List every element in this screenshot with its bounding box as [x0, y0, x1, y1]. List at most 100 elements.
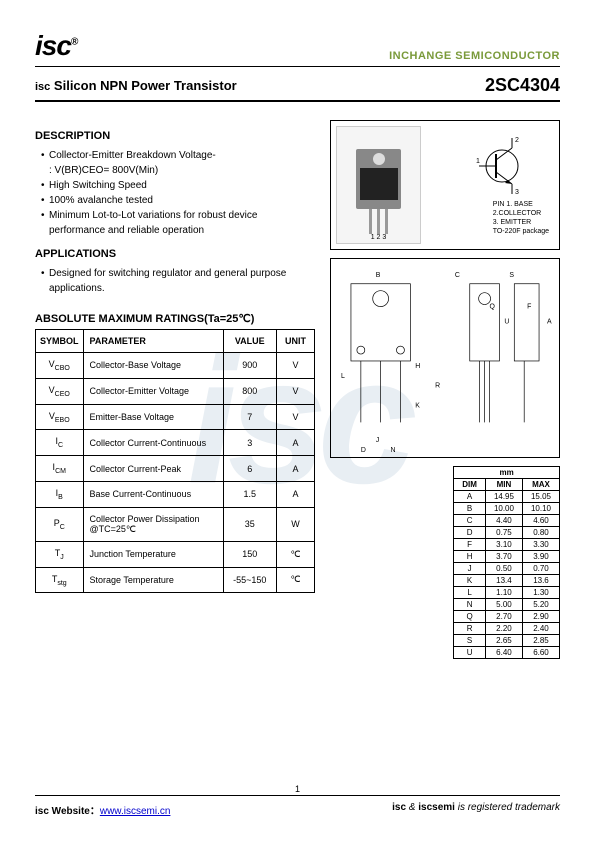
title-product: Silicon NPN Power Transistor: [54, 78, 237, 93]
cell-min: 1.10: [485, 587, 522, 599]
cell-symbol: TJ: [36, 541, 84, 567]
cell-unit: A: [277, 430, 315, 456]
cell-min: 2.65: [485, 635, 522, 647]
table-row: U6.406.60: [454, 647, 560, 659]
pin1: 1. BASE: [506, 201, 532, 208]
package-type: TO-220F package: [493, 227, 549, 236]
cell-value: 6: [223, 456, 277, 482]
ratings-table: SYMBOL PARAMETER VALUE UNIT VCBOCollecto…: [35, 329, 315, 593]
cell-unit: ℃: [277, 541, 315, 567]
description-list: Collector-Emitter Breakdown Voltage-: [35, 148, 315, 163]
cell-value: 1.5: [223, 481, 277, 507]
cell-max: 4.60: [522, 515, 559, 527]
svg-text:C: C: [455, 272, 460, 279]
svg-text:U: U: [504, 318, 509, 325]
table-row: J0.500.70: [454, 563, 560, 575]
table-row: VCBOCollector-Base Voltage900V: [36, 353, 315, 379]
svg-text:A: A: [547, 318, 552, 325]
svg-text:B: B: [376, 272, 381, 279]
table-row: TJJunction Temperature150℃: [36, 541, 315, 567]
table-row: N5.005.20: [454, 599, 560, 611]
col-symbol: SYMBOL: [36, 330, 84, 353]
svg-text:Q: Q: [490, 304, 496, 311]
cell-parameter: Collector Power Dissipation @TC=25℃: [83, 507, 223, 541]
svg-text:R: R: [435, 383, 440, 390]
npn-symbol-icon: 1 2 3: [474, 136, 534, 196]
cell-dim: J: [454, 563, 486, 575]
pin3: 3. EMITTER: [493, 218, 549, 227]
cell-value: 150: [223, 541, 277, 567]
cell-symbol: VCEO: [36, 378, 84, 404]
part-number: 2SC4304: [485, 75, 560, 96]
cell-value: 7: [223, 404, 277, 430]
outline-svg: B C S L U A H R K Q F J N D: [331, 259, 559, 457]
table-row: VEBOEmitter-Base Voltage7V: [36, 404, 315, 430]
svg-text:1: 1: [476, 158, 480, 165]
schematic-area: 1 2 3 PIN 1. BASE 2.COLLECTOR 3. EMITTER…: [426, 126, 554, 244]
table-row: R2.202.40: [454, 623, 560, 635]
lead: [385, 209, 388, 234]
desc-subline: : V(BR)CEO= 800V(Min): [35, 163, 315, 178]
cell-symbol: IC: [36, 430, 84, 456]
table-row: S2.652.85: [454, 635, 560, 647]
svg-text:F: F: [527, 304, 531, 311]
cell-unit: A: [277, 456, 315, 482]
applications-list: Designed for switching regulator and gen…: [35, 266, 315, 296]
cell-symbol: Tstg: [36, 567, 84, 593]
cell-dim: L: [454, 587, 486, 599]
product-title: isc Silicon NPN Power Transistor: [35, 78, 237, 93]
dim-col-min: MIN: [485, 479, 522, 491]
cell-parameter: Collector Current-Continuous: [83, 430, 223, 456]
footer-bold2: iscsemi: [418, 802, 455, 813]
cell-parameter: Collector-Base Voltage: [83, 353, 223, 379]
page-number: 1: [295, 784, 300, 794]
cell-min: 2.20: [485, 623, 522, 635]
footer-bold1: isc: [392, 802, 406, 813]
table-row: H3.703.90: [454, 551, 560, 563]
svg-text:L: L: [341, 373, 345, 380]
cell-parameter: Emitter-Base Voltage: [83, 404, 223, 430]
cell-value: -55~150: [223, 567, 277, 593]
cell-max: 2.40: [522, 623, 559, 635]
cell-max: 5.20: [522, 599, 559, 611]
pin2: 2.COLLECTOR: [493, 209, 549, 218]
logo: isc®: [35, 30, 77, 62]
page-header: isc® INCHANGE SEMICONDUCTOR: [35, 30, 560, 67]
cell-max: 6.60: [522, 647, 559, 659]
cell-max: 0.70: [522, 563, 559, 575]
footer-rest: is registered trademark: [455, 802, 560, 813]
cell-value: 3: [223, 430, 277, 456]
table-row: D0.750.80: [454, 527, 560, 539]
cell-min: 13.4: [485, 575, 522, 587]
ratings-title: ABSOLUTE MAXIMUM RATINGS(Ta=25℃): [35, 312, 315, 325]
cell-max: 13.6: [522, 575, 559, 587]
dim-col-max: MAX: [522, 479, 559, 491]
title-bar: isc Silicon NPN Power Transistor 2SC4304: [35, 67, 560, 102]
table-row: TstgStorage Temperature-55~150℃: [36, 567, 315, 593]
cell-min: 0.50: [485, 563, 522, 575]
cell-unit: A: [277, 481, 315, 507]
cell-min: 0.75: [485, 527, 522, 539]
description-heading: DESCRIPTION: [35, 130, 315, 142]
lead: [369, 209, 372, 234]
table-row: K13.413.6: [454, 575, 560, 587]
cell-max: 2.90: [522, 611, 559, 623]
cell-symbol: IB: [36, 481, 84, 507]
svg-text:D: D: [361, 447, 366, 454]
cell-min: 3.70: [485, 551, 522, 563]
desc-item: Minimum Lot-to-Lot variations for robust…: [41, 208, 315, 238]
cell-max: 3.90: [522, 551, 559, 563]
cell-max: 3.30: [522, 539, 559, 551]
dim-unit-header: mm: [454, 467, 560, 479]
website-link[interactable]: www.iscsemi.cn: [100, 806, 171, 817]
dimensions-table: mm DIM MIN MAX A14.9515.05B10.0010.10C4.…: [453, 466, 560, 659]
dim-col-dim: DIM: [454, 479, 486, 491]
cell-min: 14.95: [485, 491, 522, 503]
desc-item: High Switching Speed: [41, 178, 315, 193]
cell-parameter: Collector-Emitter Voltage: [83, 378, 223, 404]
cell-dim: S: [454, 635, 486, 647]
app-item: Designed for switching regulator and gen…: [41, 266, 315, 296]
cell-unit: W: [277, 507, 315, 541]
cell-parameter: Collector Current-Peak: [83, 456, 223, 482]
cell-max: 1.30: [522, 587, 559, 599]
